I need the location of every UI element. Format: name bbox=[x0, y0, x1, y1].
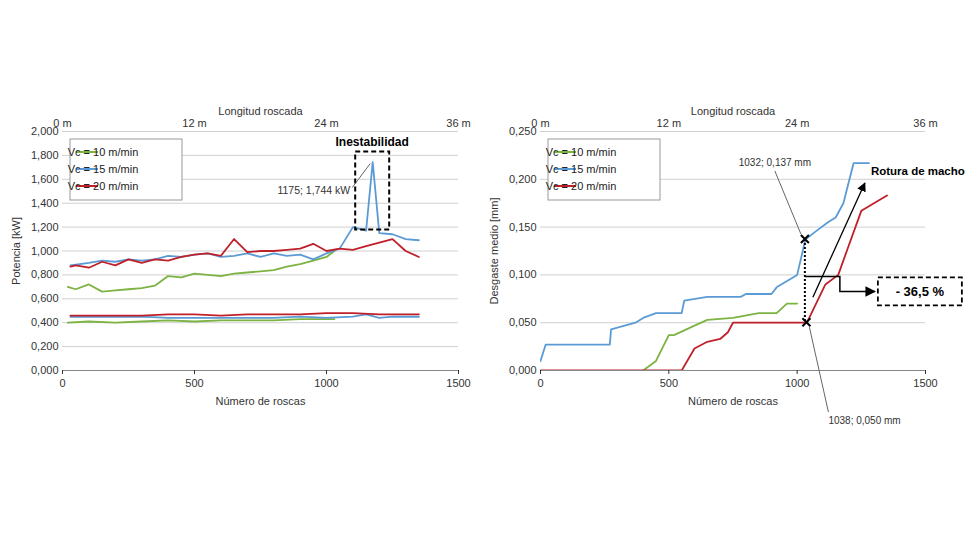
svg-text:Vc = 10 m/min: Vc = 10 m/min bbox=[546, 146, 617, 158]
svg-text:0,200: 0,200 bbox=[31, 340, 59, 352]
svg-text:Longitud roscada: Longitud roscada bbox=[691, 105, 776, 117]
svg-text:1000: 1000 bbox=[314, 377, 338, 389]
svg-text:1,000: 1,000 bbox=[31, 245, 59, 257]
svg-text:0,200: 0,200 bbox=[509, 173, 537, 185]
svg-text:Potencia [kW]: Potencia [kW] bbox=[10, 217, 22, 285]
svg-text:0,100: 0,100 bbox=[509, 268, 537, 280]
svg-text:12 m: 12 m bbox=[657, 117, 681, 129]
svg-text:0 m: 0 m bbox=[531, 117, 549, 129]
svg-text:0,000: 0,000 bbox=[509, 364, 537, 376]
svg-text:0: 0 bbox=[537, 377, 543, 389]
svg-text:1,600: 1,600 bbox=[31, 173, 59, 185]
svg-text:1,800: 1,800 bbox=[31, 149, 59, 161]
svg-text:2,000: 2,000 bbox=[31, 125, 59, 137]
svg-text:0: 0 bbox=[59, 377, 65, 389]
svg-text:1500: 1500 bbox=[913, 377, 937, 389]
svg-text:1,200: 1,200 bbox=[31, 221, 59, 233]
svg-text:36 m: 36 m bbox=[446, 117, 470, 129]
svg-text:0,600: 0,600 bbox=[31, 292, 59, 304]
svg-text:0,400: 0,400 bbox=[31, 316, 59, 328]
svg-text:Rotura de macho: Rotura de macho bbox=[871, 165, 965, 177]
svg-text:1175; 1,744 kW: 1175; 1,744 kW bbox=[277, 184, 350, 196]
svg-text:Vc = 15 m/min: Vc = 15 m/min bbox=[68, 163, 139, 175]
svg-text:Longitud roscada: Longitud roscada bbox=[218, 105, 303, 117]
svg-text:Inestabilidad: Inestabilidad bbox=[336, 135, 409, 149]
svg-text:0,250: 0,250 bbox=[509, 125, 537, 137]
svg-text:0,150: 0,150 bbox=[509, 221, 537, 233]
svg-text:1000: 1000 bbox=[785, 377, 809, 389]
svg-text:0 m: 0 m bbox=[53, 117, 71, 129]
svg-text:Vc = 15 m/min: Vc = 15 m/min bbox=[546, 163, 617, 175]
svg-text:36 m: 36 m bbox=[913, 117, 937, 129]
svg-text:0,050: 0,050 bbox=[509, 316, 537, 328]
svg-text:Número de roscas: Número de roscas bbox=[688, 395, 778, 407]
svg-text:Vc = 20 m/min: Vc = 20 m/min bbox=[68, 180, 139, 192]
svg-text:1,400: 1,400 bbox=[31, 197, 59, 209]
svg-text:1500: 1500 bbox=[446, 377, 470, 389]
svg-text:1038; 0,050 mm: 1038; 0,050 mm bbox=[828, 415, 900, 426]
svg-text:500: 500 bbox=[660, 377, 678, 389]
svg-text:24 m: 24 m bbox=[785, 117, 809, 129]
svg-text:Desgaste medio [mm]: Desgaste medio [mm] bbox=[488, 198, 500, 305]
svg-text:Número de roscas: Número de roscas bbox=[216, 395, 306, 407]
svg-text:500: 500 bbox=[185, 377, 203, 389]
svg-text:Vc = 10 m/min: Vc = 10 m/min bbox=[68, 146, 139, 158]
svg-text:0,800: 0,800 bbox=[31, 268, 59, 280]
svg-text:Vc = 20 m/min: Vc = 20 m/min bbox=[546, 180, 617, 192]
svg-text:12 m: 12 m bbox=[182, 117, 206, 129]
svg-text:0,000: 0,000 bbox=[31, 364, 59, 376]
svg-text:1032; 0,137 mm: 1032; 0,137 mm bbox=[739, 157, 811, 168]
svg-text:24 m: 24 m bbox=[314, 117, 338, 129]
svg-text:- 36,5 %: - 36,5 % bbox=[896, 284, 945, 299]
